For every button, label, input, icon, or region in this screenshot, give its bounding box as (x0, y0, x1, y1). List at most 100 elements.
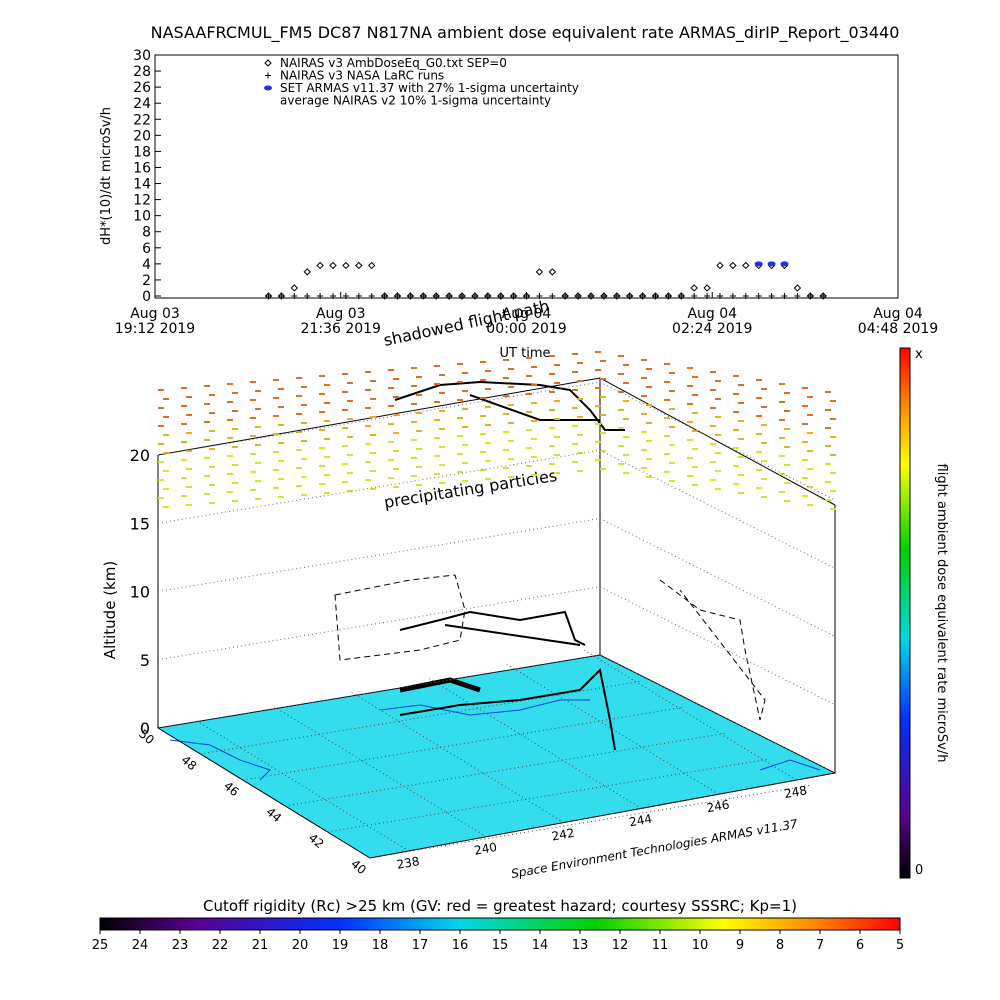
plus-marker (291, 293, 298, 299)
diamond-marker (342, 261, 350, 270)
y-tick-label: 12 (133, 193, 151, 209)
lon-tick-label: 242 (551, 826, 576, 844)
colorbar-tick-label: 6 (856, 938, 864, 953)
plus-marker (394, 293, 401, 299)
plus-marker (497, 293, 504, 299)
diamond-marker (329, 261, 337, 270)
lon-tick-label: 240 (473, 840, 498, 858)
x-tick-label: 19:12 2019 (115, 321, 195, 337)
chart-title: NASAAFRCMUL_FM5 DC87 N817NA ambient dose… (151, 23, 900, 43)
plus-marker (420, 293, 427, 299)
grid-line (599, 518, 836, 637)
plus-marker (652, 293, 659, 299)
colorbar-tick-label: 17 (412, 938, 429, 953)
grid-line (506, 663, 720, 795)
plus-marker (781, 293, 788, 299)
x-tick-label: Aug 03 (316, 306, 366, 322)
legend-symbol (264, 59, 272, 67)
annotation: precipitating particles (383, 466, 559, 512)
grid-line (273, 706, 487, 838)
colorbar-tick-label: 18 (372, 938, 389, 953)
plus-marker (639, 293, 646, 299)
plus-marker (755, 293, 762, 299)
grid-line (428, 677, 642, 809)
ellipse-marker (767, 261, 776, 267)
diamond-marker (290, 284, 299, 292)
plus-marker (536, 293, 543, 299)
plus-marker (523, 293, 530, 299)
lat-tick-label: 40 (348, 857, 369, 878)
y-tick-label: 22 (133, 112, 151, 128)
diamond-marker (793, 284, 802, 292)
plus-marker (484, 293, 491, 299)
x-tick-label: 04:48 2019 (858, 321, 938, 337)
colorbar-end-label: x (915, 347, 923, 362)
lon-tick-label: 246 (706, 797, 731, 815)
diamond-marker (303, 268, 311, 276)
plus-marker (729, 293, 736, 299)
diamond-marker (690, 284, 698, 292)
y-tick-label: 4 (142, 257, 151, 273)
plus-marker (575, 293, 582, 299)
y-tick-label: 20 (133, 128, 151, 144)
plus-marker (562, 293, 569, 299)
z-tick-label: 15 (130, 514, 150, 533)
x-tick-label: Aug 04 (873, 306, 923, 322)
plus-marker (704, 293, 711, 299)
plus-marker (716, 293, 723, 299)
x-tick-label: Aug 04 (502, 306, 552, 322)
plus-marker (549, 293, 556, 299)
colorbar-tick-label: 16 (452, 938, 469, 953)
plus-marker (471, 293, 478, 299)
plus-marker (433, 293, 440, 299)
lon-tick-label: 244 (628, 812, 653, 830)
plus-marker (407, 293, 414, 299)
colorbar-tick-label: 22 (212, 938, 229, 953)
diamond-marker (729, 261, 737, 270)
plus-marker (355, 293, 362, 299)
colorbar-tick-label: 23 (172, 938, 189, 953)
x-tick-label: 21:36 2019 (301, 321, 381, 337)
plus-marker (807, 293, 814, 299)
plus-marker (600, 293, 607, 299)
grid-line (196, 720, 410, 852)
colorbar-tick-label: 20 (292, 938, 309, 953)
colorbar-tick-label: 8 (776, 938, 784, 953)
diamond-marker (548, 268, 557, 276)
plus-marker (742, 293, 749, 299)
x-tick-label: 00:00 2019 (486, 321, 566, 337)
plus-marker (459, 293, 466, 299)
plus-marker (691, 293, 698, 299)
diamond-marker (703, 284, 711, 292)
z-tick-label: 0 (140, 719, 150, 738)
grid-line (583, 649, 797, 781)
colorbar-tick-label: 24 (132, 938, 149, 953)
colorbar-label: flight ambient dose equivalent rate micr… (934, 464, 949, 763)
plus-marker (304, 293, 311, 299)
diamond-marker (355, 261, 363, 270)
diamond-marker (316, 261, 324, 270)
x-tick-label: Aug 03 (130, 306, 180, 322)
colorbar-end-label: 0 (915, 863, 923, 878)
plus-marker (342, 293, 349, 299)
grid-line (351, 692, 565, 824)
y-tick-label: 30 (133, 48, 151, 64)
plus-marker (587, 293, 594, 299)
colorbar-tick-label: 21 (252, 938, 269, 953)
dose-colorbar (899, 347, 911, 879)
plus-marker (278, 293, 285, 299)
diamond-marker (716, 261, 724, 270)
colorbar-tick-label: 12 (612, 938, 629, 953)
colorbar-tick-label: 14 (532, 938, 549, 953)
diamond-marker (742, 261, 750, 270)
legend-label: NAIRAS v3 AmbDoseEq_G0.txt SEP=0 (280, 56, 507, 70)
legend-label: NAIRAS v3 NASA LaRC runs (280, 69, 444, 83)
rigidity-colorbar (99, 917, 901, 931)
shadow-path (334, 574, 766, 721)
lon-tick-label: 248 (783, 783, 808, 801)
z-tick-label: 5 (140, 651, 150, 670)
y-axis-label: dH*(10)/dt microSv/h (99, 107, 114, 245)
colorbar-tick-label: 15 (492, 938, 509, 953)
legend-label: SET ARMAS v11.37 with 27% 1-sigma uncert… (280, 81, 579, 95)
colorbar-tick-label: 9 (736, 938, 744, 953)
